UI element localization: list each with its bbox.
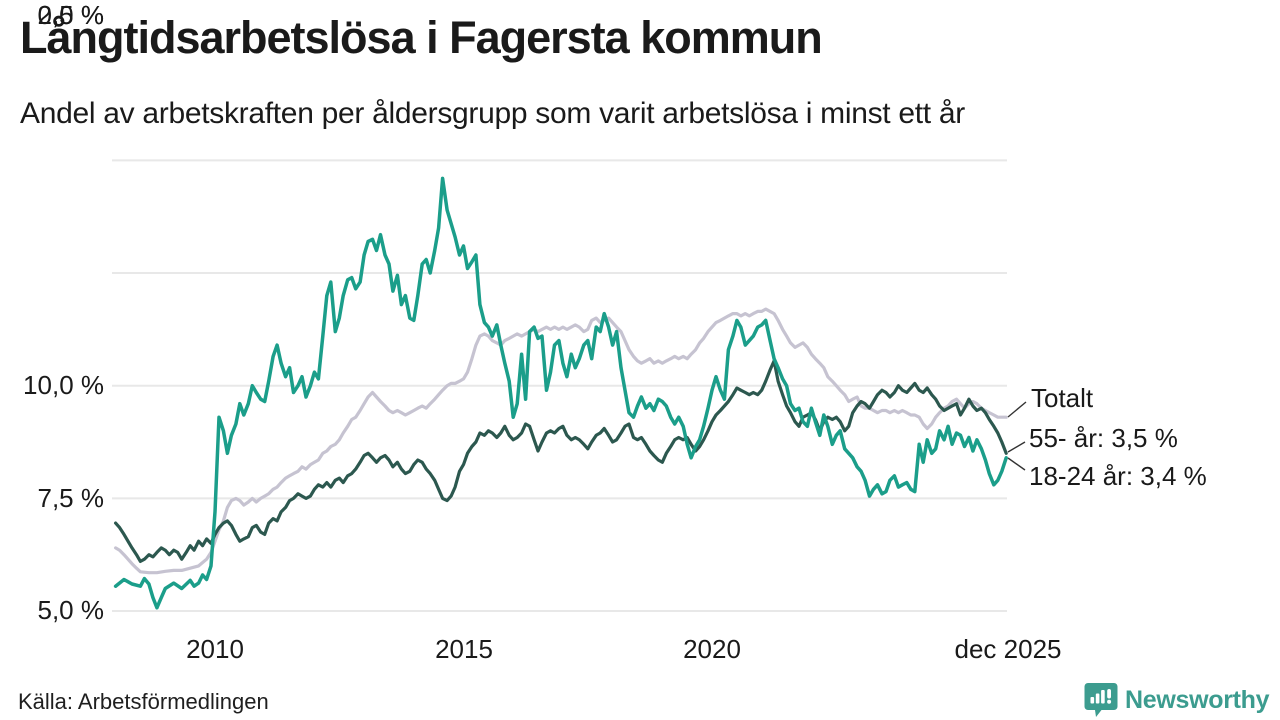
y-axis-tick-0: 0,0 % xyxy=(37,0,105,30)
leader-line xyxy=(1007,457,1026,471)
x-axis-tick-2010: 2010 xyxy=(186,634,244,664)
x-axis-tick-2015: 2015 xyxy=(435,634,493,664)
series-end-label-18-24-ar: 18-24 år: 3,4 % xyxy=(1029,461,1207,491)
page-title: Långtidsarbetslösa i Fagersta kommun xyxy=(20,12,823,63)
newsworthy-brand: Newsworthy xyxy=(1084,682,1270,718)
leader-line xyxy=(1007,401,1027,418)
x-axis-tick-2020: 2020 xyxy=(683,634,741,664)
y-axis-tick-10: 10,0 % xyxy=(23,370,104,400)
newsworthy-wordmark: Newsworthy xyxy=(1125,685,1270,714)
chart-subtitle: Andel av arbetskraften per åldersgrupp s… xyxy=(20,97,965,130)
series-line-2 xyxy=(113,176,1008,610)
y-axis-tick-5: 5,0 % xyxy=(37,595,105,625)
source-credit: Källa: Arbetsförmedlingen xyxy=(18,689,269,714)
leader-line xyxy=(1007,441,1026,453)
x-axis-tick-dec-2025: dec 2025 xyxy=(954,634,1062,664)
series-line-1 xyxy=(113,359,1008,564)
series-line-0 xyxy=(113,307,1008,575)
y-axis-tick-7-5: 7,5 % xyxy=(37,483,105,513)
y-axis-tick-2-5: 2,5 % xyxy=(37,0,105,30)
newsworthy-logo-icon xyxy=(1084,682,1118,718)
series-end-label-55-ar: 55- år: 3,5 % xyxy=(1029,423,1178,453)
series-end-label-totalt: Totalt xyxy=(1031,383,1094,413)
